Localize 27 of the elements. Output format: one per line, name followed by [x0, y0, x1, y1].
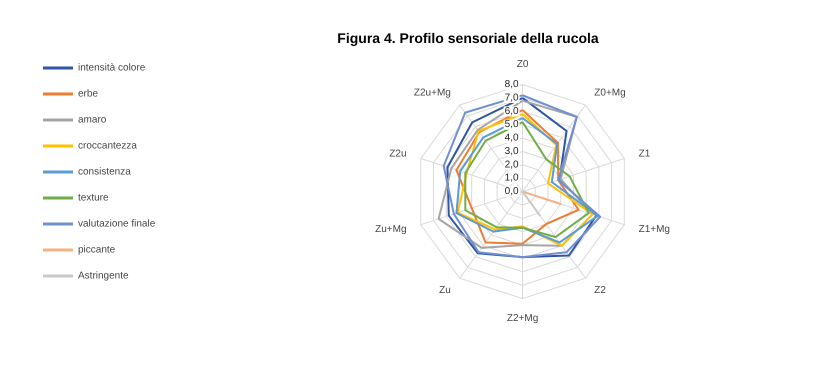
spoke-label: Z2 — [594, 284, 606, 296]
y-tick-label: 3,0 — [504, 146, 519, 157]
chart-title: Figura 4. Profilo sensoriale della rucola — [337, 30, 599, 46]
spoke-label: Z2+Mg — [506, 313, 538, 324]
y-tick-label: 8,0 — [504, 79, 519, 90]
y-tick-label: 7,0 — [504, 92, 519, 104]
spoke-label: Z1+Mg — [638, 224, 670, 235]
y-tick-label: 5,0 — [504, 119, 519, 130]
spoke-label: Zu+Mg — [375, 224, 407, 235]
y-tick-label: 2,0 — [504, 159, 519, 170]
y-tick-label: 4,0 — [504, 132, 519, 144]
spoke-label: Zu — [439, 284, 451, 296]
spoke-label: Z1 — [638, 148, 651, 160]
y-tick-label: 6,0 — [504, 106, 519, 117]
legend-label: texture — [78, 192, 110, 204]
legend-label: intensità colore — [78, 62, 146, 74]
legend-label: valutazione finale — [78, 218, 156, 230]
spoke-label: Z0+Mg — [594, 87, 626, 98]
legend-label: piccante — [78, 244, 116, 256]
legend-label: consistenza — [78, 166, 132, 178]
spoke-label: Z2u — [389, 148, 407, 160]
legend-label: erbe — [78, 88, 98, 100]
spoke-label: Z2u+Mg — [414, 87, 451, 98]
spoke-label: Z0 — [516, 59, 529, 70]
legend-label: croccantezza — [78, 140, 138, 152]
legend-label: Astringente — [78, 270, 130, 282]
legend-label: amaro — [78, 114, 107, 126]
